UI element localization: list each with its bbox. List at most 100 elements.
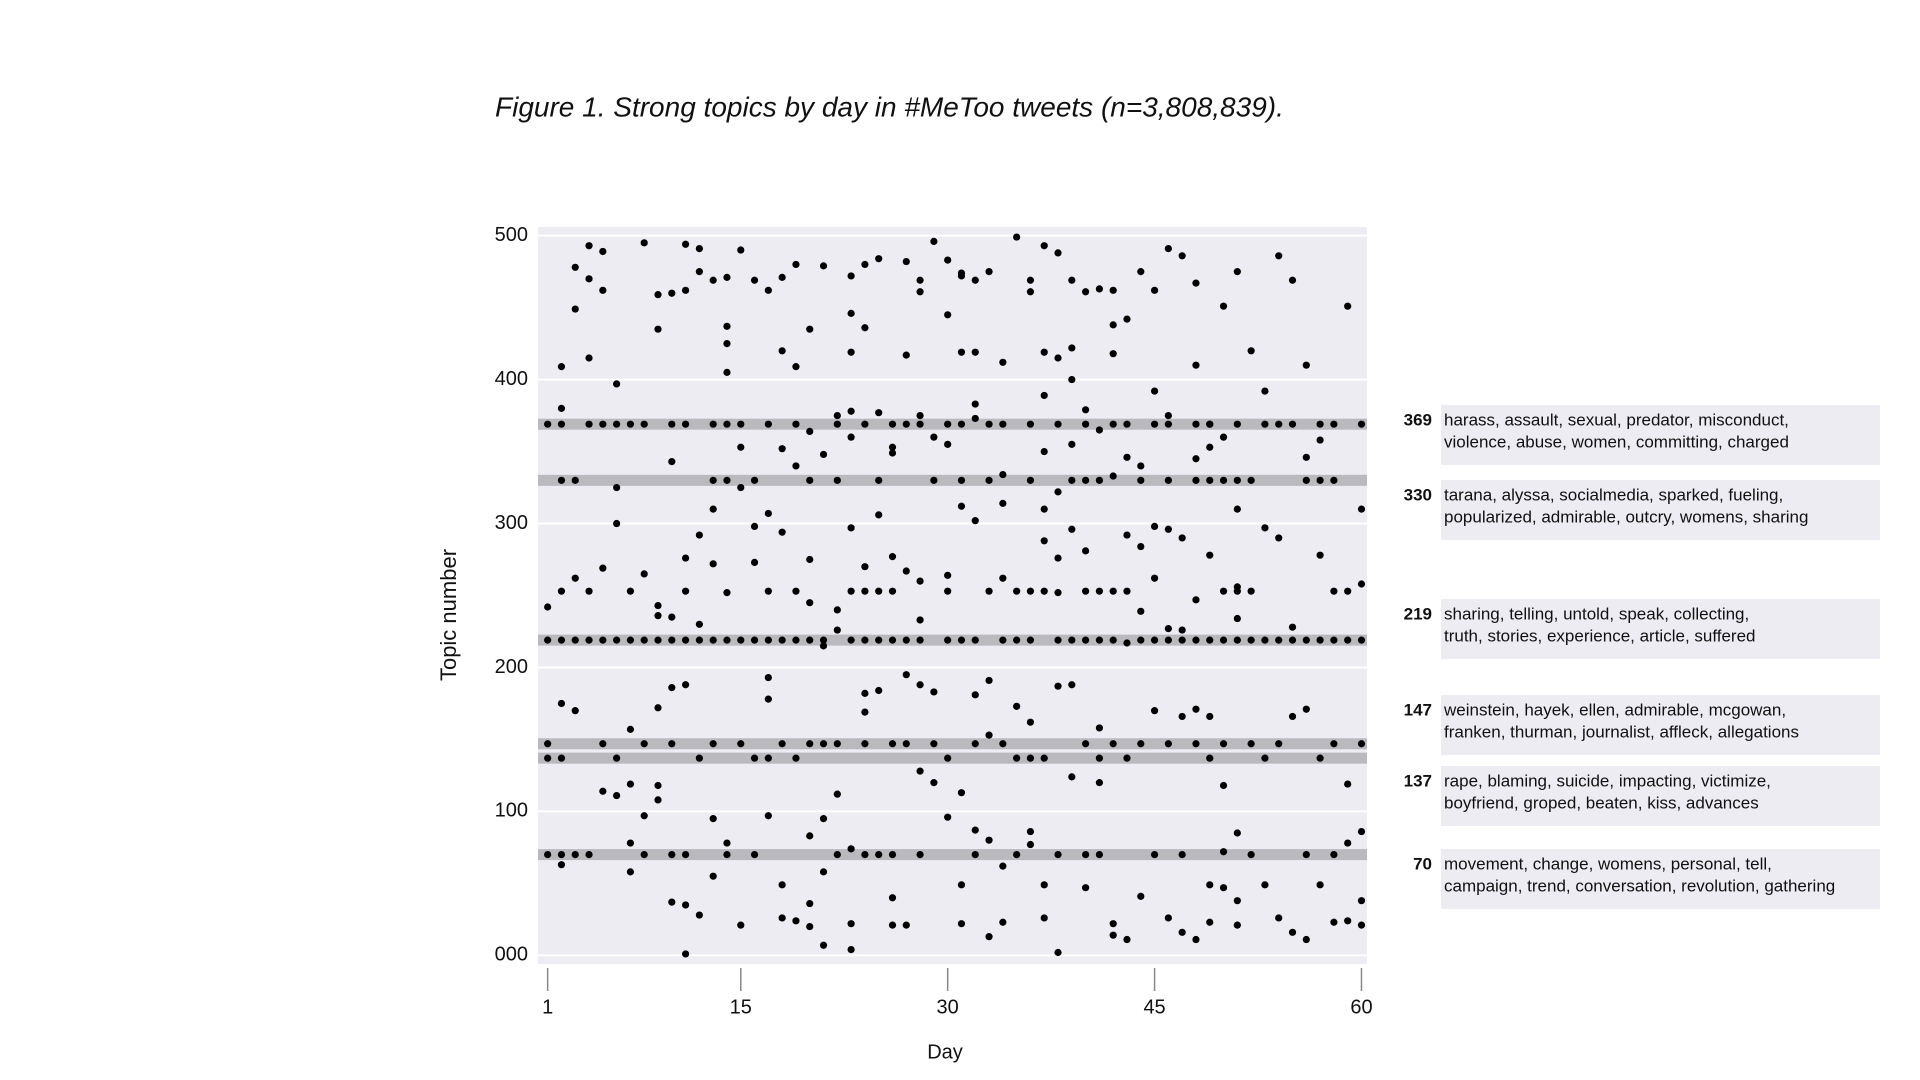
point: [544, 636, 552, 644]
point: [819, 450, 828, 459]
point: [1357, 897, 1366, 905]
point: [902, 921, 910, 929]
point: [930, 476, 938, 484]
point: [847, 946, 855, 954]
point: [1137, 542, 1145, 551]
point: [957, 636, 966, 644]
point: [709, 636, 717, 644]
point: [792, 420, 800, 428]
point: [709, 740, 717, 748]
point: [571, 636, 579, 644]
point: [1219, 884, 1228, 892]
point: [1150, 420, 1159, 428]
point: [585, 636, 593, 644]
point: [792, 754, 800, 762]
point: [1206, 712, 1214, 721]
point: [1095, 754, 1104, 762]
point: [681, 420, 690, 428]
point: [1357, 921, 1366, 929]
point: [737, 636, 745, 644]
point: [930, 688, 938, 696]
point: [557, 476, 566, 484]
point: [1178, 636, 1186, 644]
topic-words: truth, stories, experience, article, suf…: [1444, 626, 1756, 645]
point: [1316, 476, 1324, 484]
topic-words: movement, change, womens, personal, tell…: [1444, 854, 1772, 873]
point: [668, 740, 676, 748]
point: [1288, 420, 1297, 428]
point: [847, 636, 855, 644]
point: [681, 950, 690, 958]
point: [1068, 681, 1076, 689]
point: [792, 587, 800, 595]
point: [626, 587, 635, 595]
point: [750, 276, 759, 284]
point: [1068, 440, 1076, 448]
point: [1026, 827, 1035, 836]
point: [971, 826, 979, 834]
point: [557, 404, 566, 412]
point: [778, 445, 786, 453]
point: [723, 851, 731, 859]
point: [1261, 636, 1269, 644]
point: [1164, 420, 1172, 428]
point: [1357, 636, 1366, 644]
point: [1054, 488, 1062, 496]
point: [557, 587, 566, 595]
point: [557, 636, 566, 644]
point: [668, 458, 676, 466]
point: [585, 275, 593, 283]
point: [1192, 279, 1200, 287]
point: [1316, 754, 1324, 762]
point: [544, 740, 552, 748]
point: [971, 851, 979, 859]
point: [875, 636, 883, 644]
point: [695, 911, 703, 919]
point: [1164, 914, 1172, 922]
point: [1040, 242, 1048, 250]
point: [1330, 587, 1338, 595]
point: [1095, 426, 1104, 434]
point: [1150, 851, 1159, 859]
point: [737, 740, 745, 748]
point: [1344, 780, 1352, 788]
point: [833, 476, 841, 484]
topic-words: boyfriend, groped, beaten, kiss, advance…: [1444, 793, 1759, 812]
point: [1233, 476, 1241, 484]
point: [847, 272, 855, 280]
point: [737, 246, 745, 254]
point: [750, 476, 759, 484]
point: [613, 636, 621, 644]
point: [626, 780, 635, 788]
point: [1164, 636, 1172, 644]
point: [999, 358, 1007, 366]
point: [957, 789, 966, 797]
point: [1261, 420, 1269, 428]
point: [695, 268, 703, 276]
point: [1109, 740, 1117, 748]
point: [888, 443, 897, 451]
point: [1206, 443, 1214, 451]
point: [1316, 551, 1324, 559]
point: [613, 791, 621, 800]
point: [1330, 636, 1338, 644]
point: [819, 941, 828, 949]
point: [1275, 740, 1283, 748]
point: [1013, 851, 1021, 859]
point: [985, 268, 993, 276]
point: [709, 476, 717, 484]
point: [1026, 840, 1035, 849]
point: [1013, 636, 1021, 644]
point: [750, 754, 759, 762]
point: [1219, 781, 1228, 790]
point: [971, 691, 979, 699]
point: [1150, 574, 1159, 582]
point: [888, 740, 897, 748]
point: [957, 420, 966, 428]
point: [1082, 288, 1090, 296]
point: [944, 311, 952, 319]
point: [1330, 851, 1338, 859]
topic-band: [538, 849, 1367, 861]
point: [1192, 636, 1200, 644]
point: [599, 787, 607, 795]
